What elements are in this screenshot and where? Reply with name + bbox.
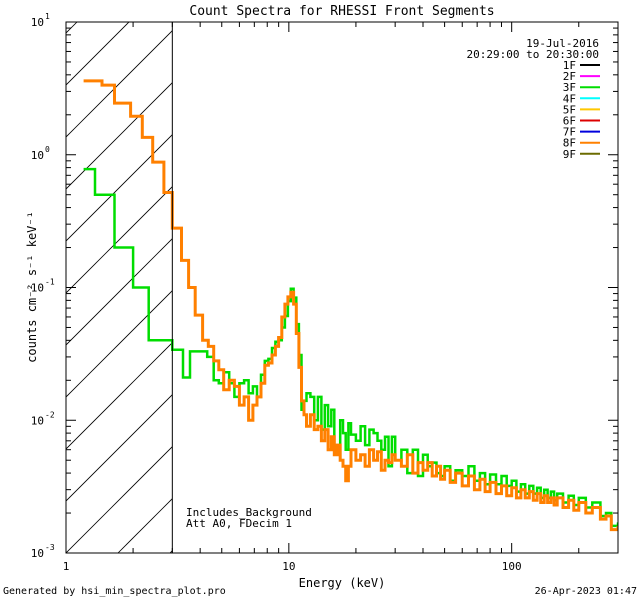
y-tick-label: 10 — [31, 282, 44, 295]
y-tick-exponent: -1 — [45, 278, 55, 287]
footer-timestamp: 26-Apr-2023 01:47 — [535, 586, 637, 597]
background-hatch-region — [0, 22, 640, 553]
series-line-8F — [83, 79, 618, 532]
hatch-line — [66, 238, 173, 346]
x-tick-label: 100 — [502, 560, 522, 573]
y-tick-label: 10 — [31, 16, 44, 29]
legend-label-6F: 6F — [563, 115, 576, 128]
time-range-label: 20:29:00 to 20:30:00 — [467, 48, 599, 61]
attenuator-note: Att A0, FDecim 1 — [186, 517, 292, 530]
y-tick-exponent: 0 — [45, 145, 50, 154]
x-tick-label: 10 — [282, 560, 295, 573]
generated-by-label: Generated by hsi_min_spectra_plot.pro — [3, 586, 226, 597]
y-axis-label: counts cm⁻² s⁻¹ keV⁻¹ — [25, 211, 39, 363]
legend-label-2F: 2F — [563, 70, 576, 83]
y-tick-label: 10 — [31, 547, 44, 560]
x-axis-label: Energy (keV) — [299, 576, 386, 590]
hatch-line — [66, 394, 173, 502]
hatch-line — [66, 186, 173, 294]
x-tick-label: 1 — [63, 560, 70, 573]
hatch-line — [66, 30, 173, 138]
y-tick-exponent: 1 — [45, 12, 50, 21]
legend-label-3F: 3F — [563, 81, 576, 94]
chart-title: Count Spectra for RHESSI Front Segments — [189, 4, 494, 19]
hatch-line — [66, 22, 130, 86]
hatch-line — [66, 446, 173, 553]
legend-label-7F: 7F — [563, 126, 576, 139]
legend-label-9F: 9F — [563, 148, 576, 161]
series-line-3F — [83, 167, 618, 528]
hatch-line — [534, 22, 640, 553]
legend-label-8F: 8F — [563, 137, 576, 150]
date-label: 19-Jul-2016 — [526, 37, 599, 50]
legend-label-1F: 1F — [563, 59, 576, 72]
series-layer — [83, 79, 618, 532]
y-tick-label: 10 — [31, 149, 44, 162]
hatch-line — [0, 22, 25, 553]
y-tick-exponent: -3 — [45, 543, 55, 552]
hatch-line — [66, 82, 173, 190]
y-tick-exponent: -2 — [45, 410, 55, 419]
background-note: Includes_Background — [186, 506, 312, 519]
legend-label-4F: 4F — [563, 92, 576, 105]
y-tick-label: 10 — [31, 414, 44, 427]
legend-label-5F: 5F — [563, 103, 576, 116]
